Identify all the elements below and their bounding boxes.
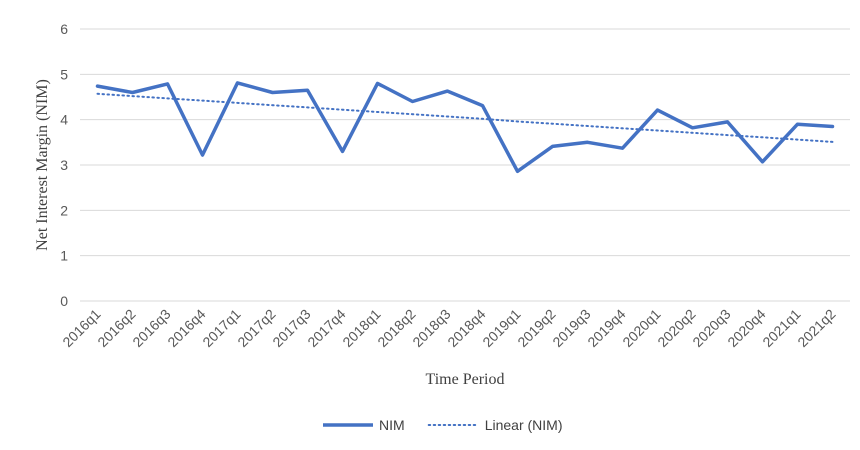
y-tick-label: 6 — [60, 21, 68, 37]
y-tick-label: 4 — [60, 112, 68, 128]
x-tick-label: 2018q4 — [444, 306, 488, 350]
x-tick-label: 2017q4 — [304, 306, 348, 350]
y-tick-label: 0 — [60, 293, 68, 309]
y-tick-label: 1 — [60, 248, 68, 264]
x-axis-title: Time Period — [426, 371, 505, 388]
x-tick-label: 2018q2 — [374, 306, 418, 350]
x-tick-label: 2019q2 — [514, 306, 558, 350]
series-line-nim — [95, 81, 835, 174]
x-tick-label: 2019q1 — [479, 306, 523, 350]
series-line-linear-nim — [96, 92, 834, 143]
y-tick-label: 3 — [60, 157, 68, 173]
x-tick-label: 2020q3 — [689, 306, 733, 350]
x-tick-label: 2017q2 — [234, 306, 278, 350]
x-tick-label: 2016q3 — [129, 306, 173, 350]
x-tick-label: 2019q3 — [549, 306, 593, 350]
y-tick-label: 2 — [60, 202, 68, 218]
x-tick-label: 2020q2 — [654, 306, 698, 350]
y-axis-title: Net Interest Margin (NIM) — [34, 79, 51, 251]
x-tick-label: 2018q1 — [339, 306, 383, 350]
gridlines — [80, 28, 850, 302]
legend: NIM Linear (NIM) — [323, 417, 562, 433]
x-tick-label: 2017q1 — [199, 306, 243, 350]
x-tick-labels: 2016q12016q22016q32016q42017q12017q22017… — [59, 306, 838, 350]
y-tick-label: 5 — [60, 66, 68, 82]
series-layer — [95, 81, 835, 174]
x-tick-label: 2021q2 — [794, 306, 838, 350]
x-tick-label: 2021q1 — [759, 306, 803, 350]
x-tick-label: 2016q4 — [164, 306, 208, 350]
legend-label-nim: NIM — [379, 417, 405, 433]
x-tick-label: 2017q3 — [269, 306, 313, 350]
x-tick-label: 2016q1 — [59, 306, 103, 350]
x-tick-label: 2019q4 — [584, 306, 628, 350]
x-tick-label: 2016q2 — [94, 306, 138, 350]
x-tick-label: 2018q3 — [409, 306, 453, 350]
x-tick-label: 2020q1 — [619, 306, 663, 350]
x-tick-label: 2020q4 — [724, 306, 768, 350]
y-tick-labels: 0 1 2 3 4 5 6 — [60, 21, 68, 309]
legend-label-linear-nim: Linear (NIM) — [485, 417, 563, 433]
